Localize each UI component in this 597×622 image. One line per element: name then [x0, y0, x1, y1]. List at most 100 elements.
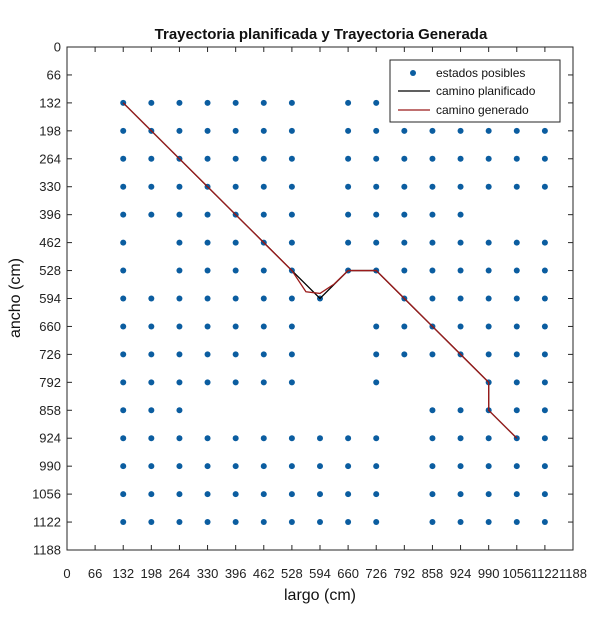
state-point: [373, 127, 380, 134]
state-point: [373, 519, 380, 526]
state-point: [429, 127, 436, 134]
x-axis-label: largo (cm): [284, 587, 356, 604]
state-point: [176, 239, 183, 246]
state-point: [485, 351, 492, 358]
state-point: [373, 435, 380, 442]
state-point: [429, 435, 436, 442]
y-tick-label: 1122: [33, 515, 61, 530]
state-point: [345, 491, 352, 498]
y-tick-label: 1056: [32, 487, 61, 502]
state-point: [148, 99, 155, 106]
state-point: [457, 155, 464, 162]
state-point: [288, 519, 295, 526]
state-point: [541, 239, 548, 246]
state-point: [176, 323, 183, 330]
state-point: [232, 519, 239, 526]
y-tick-label: 726: [39, 347, 61, 362]
state-point: [457, 491, 464, 498]
state-point: [513, 155, 520, 162]
state-point: [485, 463, 492, 470]
state-point: [401, 155, 408, 162]
state-point: [457, 295, 464, 302]
state-point: [204, 323, 211, 330]
state-point: [148, 155, 155, 162]
state-point: [401, 127, 408, 134]
x-tick-label: 1122: [531, 566, 559, 581]
state-point: [120, 239, 127, 246]
state-point: [288, 323, 295, 330]
state-point: [260, 491, 267, 498]
state-point: [204, 295, 211, 302]
state-point: [317, 435, 323, 442]
state-point: [260, 519, 267, 526]
state-point: [485, 183, 492, 190]
state-point: [513, 267, 520, 274]
estados-posibles-points: [120, 99, 548, 526]
state-point: [513, 239, 520, 246]
state-point: [288, 127, 295, 134]
state-point: [345, 463, 352, 470]
y-axis-label: ancho (cm): [7, 258, 24, 338]
y-tick-label: 396: [39, 207, 61, 222]
state-point: [288, 183, 295, 190]
chart-title: Trayectoria planificada y Trayectoria Ge…: [155, 26, 488, 43]
state-point: [260, 351, 267, 358]
state-point: [513, 183, 520, 190]
state-point: [457, 183, 464, 190]
state-point: [232, 379, 239, 386]
state-point: [232, 323, 239, 330]
state-point: [485, 267, 492, 274]
y-tick-label: 462: [39, 235, 61, 250]
legend: estados posibles camino planificado cami…: [389, 59, 561, 123]
state-point: [541, 519, 548, 526]
state-point: [429, 351, 436, 358]
state-point: [485, 519, 492, 526]
state-point: [457, 435, 464, 442]
state-point: [345, 127, 352, 134]
state-point: [260, 211, 267, 218]
state-point: [232, 183, 239, 190]
state-point: [260, 379, 267, 386]
legend-label-camino-planificado: camino planificado: [436, 84, 536, 98]
state-point: [120, 211, 127, 218]
state-point: [288, 463, 295, 470]
x-tick-label: 132: [112, 566, 134, 581]
x-tick-label: 198: [140, 566, 162, 581]
state-point: [120, 183, 127, 190]
state-point: [120, 127, 127, 134]
x-tick-label: 264: [169, 566, 191, 581]
state-point: [232, 435, 239, 442]
state-point: [317, 519, 323, 526]
y-axis-ticks: 0 66 132 198 264 330 396 462 528 594 660 726 792 858 9…: [32, 40, 573, 558]
state-point: [176, 435, 183, 442]
state-point: [120, 379, 127, 386]
state-point: [120, 463, 127, 470]
state-point: [148, 211, 155, 218]
state-point: [120, 351, 127, 358]
state-point: [232, 239, 239, 246]
state-point: [373, 323, 380, 330]
state-point: [148, 295, 155, 302]
state-point: [345, 99, 352, 106]
x-tick-label: 990: [478, 566, 500, 581]
state-point: [204, 491, 211, 498]
state-point: [485, 295, 492, 302]
state-point: [288, 351, 295, 358]
state-point: [288, 491, 295, 498]
state-point: [120, 407, 127, 414]
legend-marker-estados-posibles: [410, 70, 416, 76]
state-point: [204, 99, 211, 106]
state-point: [401, 323, 408, 330]
state-point: [345, 239, 352, 246]
x-tick-label: 1056: [502, 566, 531, 581]
y-tick-label: 528: [39, 263, 61, 278]
state-point: [288, 211, 295, 218]
y-tick-label: 792: [39, 375, 61, 390]
state-point: [429, 463, 436, 470]
state-point: [120, 435, 127, 442]
state-point: [288, 295, 295, 302]
state-point: [288, 99, 295, 106]
state-point: [260, 127, 267, 134]
state-point: [513, 323, 520, 330]
state-point: [541, 127, 548, 134]
